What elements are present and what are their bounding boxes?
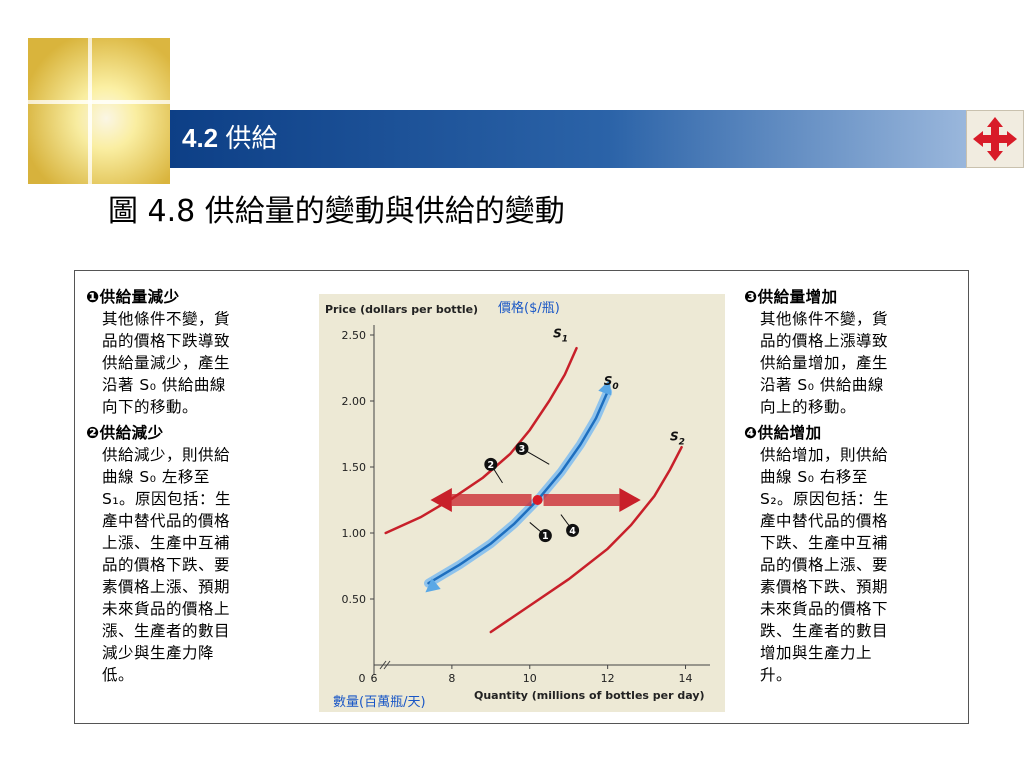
note-heading: ❶供給量減少 xyxy=(86,288,180,306)
gold-tile-logo-icon xyxy=(28,38,170,184)
left-note-2: ❷供給減少 供給減少，則供給 曲線 S₀ 左移至 S₁。原因包括：生 產中替代品… xyxy=(86,422,294,686)
note-body: 其他條件不變，貨 品的價格下跌導致 供給量減少，產生 沿著 S₀ 供給曲線 向下… xyxy=(102,310,231,416)
note-body: 其他條件不變，貨 品的價格上漲導致 供給量增加，產生 沿著 S₀ 供給曲線 向上… xyxy=(760,310,889,416)
left-note-1: ❶供給量減少 其他條件不變，貨 品的價格下跌導致 供給量減少，產生 沿著 S₀ … xyxy=(86,286,294,418)
figure-title: 圖 4.8 供給量的變動與供給的變動 xyxy=(108,194,565,229)
note-heading: ❹供給增加 xyxy=(744,424,822,442)
chart-background xyxy=(319,294,725,712)
title-bar xyxy=(170,110,967,168)
right-explanation-panel: ❸供給量增加 其他條件不變，貨 品的價格上漲導致 供給量增加，產生 沿著 S₀ … xyxy=(744,286,954,686)
note-heading: ❷供給減少 xyxy=(86,424,164,442)
left-explanation-panel: ❶供給量減少 其他條件不變，貨 品的價格下跌導致 供給量減少，產生 沿著 S₀ … xyxy=(86,286,294,686)
y-axis-label-chinese: 價格($/瓶) xyxy=(498,301,560,316)
navigation-button[interactable] xyxy=(966,110,1024,168)
x-axis-label-chinese: 數量(百萬瓶/天) xyxy=(333,695,426,710)
note-body: 供給增加，則供給 曲線 S₀ 右移至 S₂。原因包括：生 產中替代品的價格 下跌… xyxy=(760,446,890,684)
section-name: 供給 xyxy=(225,123,278,153)
right-note-4: ❹供給增加 供給增加，則供給 曲線 S₀ 右移至 S₂。原因包括：生 產中替代品… xyxy=(744,422,954,686)
note-body: 供給減少，則供給 曲線 S₀ 左移至 S₁。原因包括：生 產中替代品的價格 上漲… xyxy=(102,446,232,684)
right-note-3: ❸供給量增加 其他條件不變，貨 品的價格上漲導致 供給量增加，產生 沿著 S₀ … xyxy=(744,286,954,418)
note-heading: ❸供給量增加 xyxy=(744,288,838,306)
four-arrow-move-icon xyxy=(973,117,1017,161)
figure-frame xyxy=(74,270,969,724)
section-title: 4.2 供給 xyxy=(182,118,277,158)
section-number: 4.2 xyxy=(182,123,219,153)
